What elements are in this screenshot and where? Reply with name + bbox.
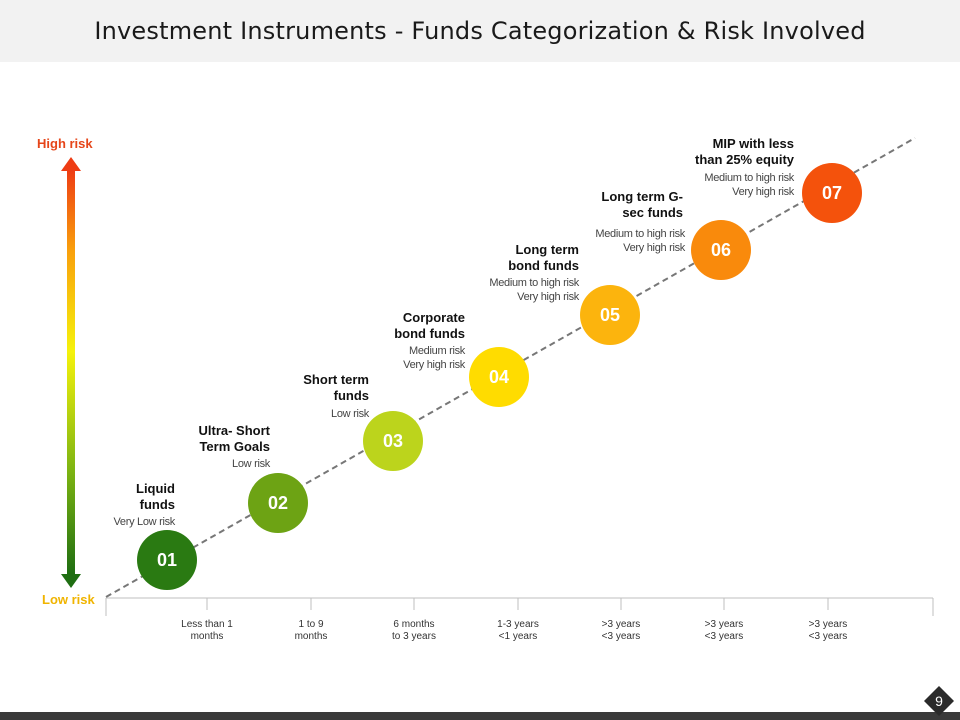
page-number: 9 [935,693,943,709]
step-04-risk: Medium risk Very high risk [403,345,465,371]
page-title: Investment Instruments - Funds Categoriz… [94,17,866,45]
step-06-risk: Medium to high risk Very high risk [595,228,685,254]
step-02-title: Ultra- Short Term Goals [198,423,271,454]
high-risk-label: High risk [37,136,93,151]
time-tick-5: >3 years <3 years [601,619,641,642]
step-06-number: 06 [710,240,732,260]
time-tick-1: Less than 1 months [181,619,233,642]
step-04-title: Corporate bond funds [394,310,465,341]
time-tick-3: 6 months to 3 years [392,619,436,642]
step-04-circle: 04 [469,347,529,407]
step-04-number: 04 [488,367,510,387]
time-tick-2: 1 to 9 months [294,619,328,642]
step-05-circle: 05 [580,285,640,345]
step-01-number: 01 [156,550,178,570]
step-03-number: 03 [382,431,404,451]
risk-arrow [61,157,81,588]
time-tick-4: 1-3 years <1 years [497,619,539,642]
step-03-circle: 03 [363,411,423,471]
step-07-circle: 07 [802,163,862,223]
step-02-number: 02 [267,493,289,513]
footer-bar [0,712,960,720]
step-07-number: 07 [821,183,843,203]
step-07-title: MIP with less than 25% equity [695,136,794,167]
step-05-number: 05 [599,305,621,325]
step-01-risk: Very Low risk [113,516,175,528]
header-bar [0,0,960,62]
page-number-badge [924,686,954,716]
time-tick-6: >3 years <3 years [704,619,744,642]
step-06-circle: 06 [691,220,751,280]
step-02-risk: Low risk [232,458,270,470]
time-axis [105,597,934,616]
step-03-risk: Low risk [331,408,369,420]
step-03-title: Short term funds [303,372,369,403]
step-01-title: Liquid funds [136,481,175,512]
step-06-title: Long term G- sec funds [601,189,683,220]
time-tick-7: >3 years <3 years [808,619,848,642]
low-risk-label: Low risk [42,592,95,607]
step-01-circle: 01 [137,530,197,590]
step-05-title: Long term bond funds [508,242,579,273]
step-02-circle: 02 [248,473,308,533]
step-05-risk: Medium to high risk Very high risk [489,277,579,303]
step-07-risk: Medium to high risk Very high risk [704,172,794,198]
